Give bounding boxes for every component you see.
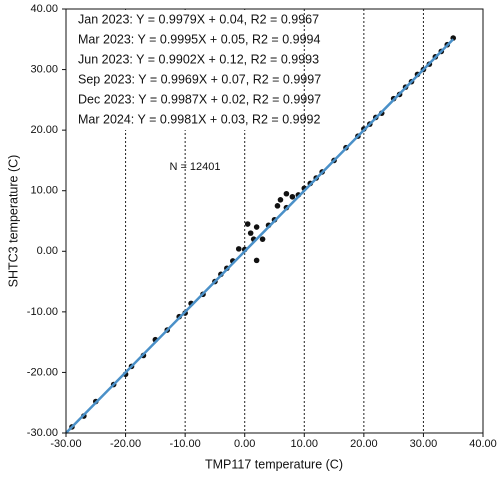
point [277,197,284,203]
x-tick-label: -20.00 [110,438,141,450]
point [253,257,260,264]
y-tick-label: 0.00 [37,245,58,257]
plot-border [65,8,484,434]
annotation: Jun 2023: Y = 0.9902X + 0.12, R2 = 0.999… [78,52,319,66]
y-tick-label: 20.00 [30,124,58,136]
annotation-box [69,10,291,130]
x-tick-label: -10.00 [170,438,201,450]
point [253,224,260,230]
y-tick-label: 40.00 [30,3,58,15]
point [235,246,242,252]
annotation: Dec 2023: Y = 0.9987X + 0.02, R2 = 0.999… [78,92,321,106]
y-tick-label: -20.00 [27,366,58,378]
y-tick-label: -10.00 [27,306,58,318]
annotation: Sep 2023: Y = 0.9969X + 0.07, R2 = 0.999… [78,72,321,86]
x-tick-label: 20.00 [350,438,378,450]
point [274,203,281,209]
y-tick-label: 10.00 [30,185,58,197]
fit-line [65,38,455,434]
annotation: Jan 2023: Y = 0.9979X + 0.04, R2 = 0.996… [78,12,319,26]
y-tick-label: 30.00 [30,63,58,75]
point [283,190,290,197]
point [244,221,251,227]
x-tick-label: 0.00 [234,438,255,450]
x-tick-label: 40.00 [469,438,497,450]
y-tick-label: -30.00 [27,427,58,439]
y-axis-title: SHTC3 temperature (C) [6,155,20,288]
x-axis-title: TMP117 temperature (C) [205,457,343,471]
x-tick-label: 10.00 [291,438,319,450]
x-tick-label: 30.00 [410,438,438,450]
annotation: Mar 2023: Y = 0.9995X + 0.05, R2 = 0.999… [78,32,320,46]
point [259,236,266,242]
point [247,230,254,236]
point [289,193,296,200]
annotation: N = 12401 [169,161,220,173]
x-tick-label: -30.00 [50,438,81,450]
annotation: Mar 2024: Y = 0.9981X + 0.03, R2 = 0.999… [78,112,320,126]
